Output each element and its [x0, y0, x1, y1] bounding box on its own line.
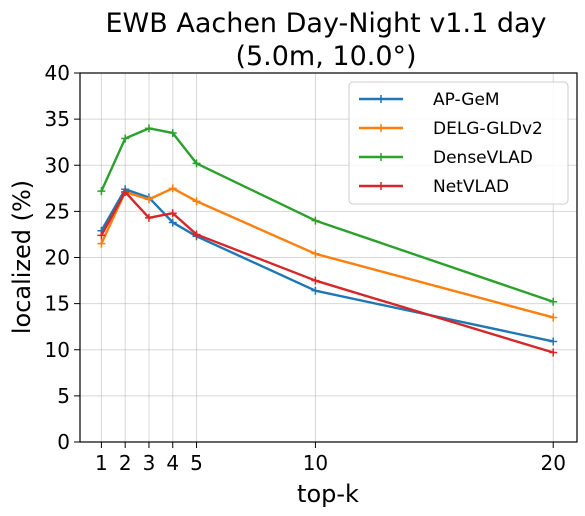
x-tick-label: 20 [540, 451, 565, 475]
series-layer [97, 124, 558, 357]
data-point [192, 197, 201, 206]
y-tick-label: 25 [45, 199, 70, 223]
y-axis-label: localized (%) [8, 180, 36, 334]
y-tick-label: 10 [45, 338, 70, 362]
legend-label: DELG-GLDv2 [433, 119, 543, 139]
data-point [168, 184, 177, 193]
y-tick-label: 20 [45, 246, 70, 270]
legend-box [348, 81, 569, 205]
legend: AP-GeM DELG-GLDv2 DenseVLAD NetVLAD [348, 81, 569, 205]
data-point [549, 348, 558, 357]
series-line-netvlad [100, 190, 554, 354]
data-point [121, 188, 130, 197]
legend-entry-netvlad: NetVLAD [359, 177, 509, 197]
legend-marker [377, 95, 385, 103]
legend-label: NetVLAD [433, 177, 509, 197]
legend-entry-densevlad: DenseVLAD [359, 148, 533, 168]
series-densevlad [97, 124, 558, 306]
data-point [549, 297, 558, 306]
y-axis-ticks: 0 5 10 15 20 25 30 35 40 [45, 61, 80, 454]
data-point [144, 124, 153, 133]
y-tick-label: 15 [45, 292, 70, 316]
data-point [144, 213, 153, 222]
series-line-delg-gldv2 [100, 187, 554, 319]
data-point [121, 134, 130, 143]
y-tick-label: 0 [57, 430, 70, 454]
series-line-ap-gem [100, 188, 554, 343]
legend-label: DenseVLAD [433, 148, 533, 168]
x-axis-label: top-k [297, 480, 359, 508]
legend-label: AP-GeM [433, 90, 500, 110]
legend-marker [377, 153, 385, 161]
chart-title-line-2: (5.0m, 10.0°) [235, 41, 416, 72]
data-point [168, 218, 177, 227]
data-point [144, 195, 153, 204]
data-point [192, 230, 201, 239]
x-tick-label: 2 [119, 451, 132, 475]
data-point [192, 159, 201, 168]
data-point [311, 276, 320, 285]
data-point [311, 286, 320, 295]
data-point [97, 231, 106, 240]
series-delg-gldv2 [97, 184, 558, 322]
x-tick-label: 1 [95, 451, 108, 475]
x-axis-ticks: 1 2 3 4 5 10 20 [95, 442, 566, 475]
legend-entry-ap-gem: AP-GeM [359, 90, 500, 110]
series-ap-gem [97, 185, 558, 346]
y-tick-label: 40 [45, 61, 70, 85]
x-tick-label: 4 [166, 451, 179, 475]
y-tick-label: 35 [45, 107, 70, 131]
legend-marker [377, 124, 385, 132]
data-point [549, 337, 558, 346]
data-point [549, 313, 558, 322]
data-point [311, 216, 320, 225]
x-tick-label: 3 [143, 451, 156, 475]
legend-marker [377, 182, 385, 190]
legend-entry-delg-gldv2: DELG-GLDv2 [359, 119, 543, 139]
series-netvlad [97, 188, 558, 357]
data-point [97, 239, 106, 248]
data-point [168, 128, 177, 137]
chart-title-line-1: EWB Aachen Day-Night v1.1 day [105, 8, 546, 39]
data-point [97, 187, 106, 196]
data-point [311, 249, 320, 258]
x-tick-label: 5 [190, 451, 203, 475]
data-point [168, 209, 177, 218]
x-tick-label: 10 [303, 451, 328, 475]
y-tick-label: 30 [45, 153, 70, 177]
y-tick-label: 5 [57, 384, 70, 408]
